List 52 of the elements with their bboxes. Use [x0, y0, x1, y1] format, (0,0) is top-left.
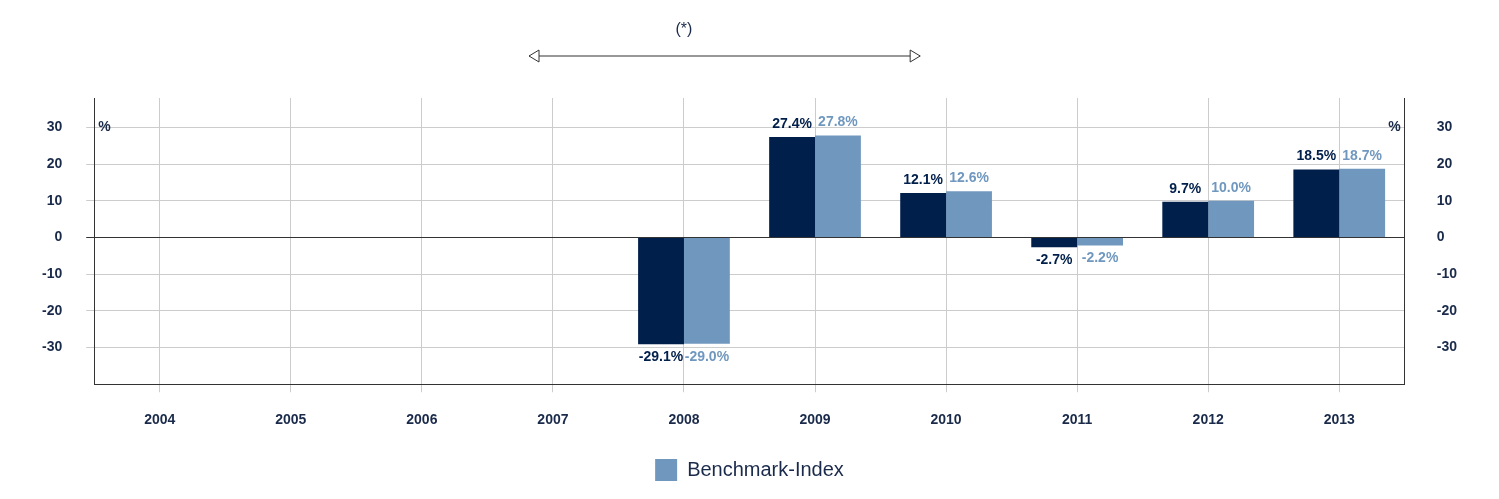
y2-tick-label: 10	[1436, 191, 1453, 208]
bar	[900, 193, 947, 237]
x-tick-label: 2011	[1061, 411, 1093, 428]
data-label: 10.0%	[1211, 178, 1252, 195]
y-tick-label: 30	[46, 118, 63, 135]
data-label: -29.1%	[638, 348, 684, 365]
bar	[1162, 201, 1209, 237]
bar	[683, 237, 730, 344]
x-tick-label: 2006	[406, 411, 438, 428]
bar	[1031, 237, 1078, 248]
bar	[1208, 200, 1255, 237]
x-tick-label: 2007	[537, 411, 569, 428]
y-tick-label: 20	[46, 154, 63, 171]
x-tick-label: 2010	[930, 411, 962, 428]
bar	[815, 135, 861, 237]
x-tick-label: 2013	[1323, 411, 1356, 428]
data-label: 27.4%	[772, 114, 813, 131]
y2-tick-label: 30	[1436, 118, 1453, 135]
data-label: 9.7%	[1169, 179, 1202, 196]
bar	[946, 191, 992, 237]
x-tick-label: 2004	[144, 411, 176, 428]
data-label: -2.2%	[1081, 249, 1119, 266]
y2-tick-label: -20	[1436, 301, 1458, 318]
legend-label: Benchmark-Index	[687, 457, 844, 480]
y2-axis-title: %	[1388, 118, 1402, 135]
y-axis-title: %	[98, 118, 112, 135]
bar	[1293, 169, 1340, 237]
y2-tick-label: -30	[1436, 338, 1458, 355]
y-tick-label: 10	[46, 191, 63, 208]
y-tick-label: -30	[42, 338, 63, 355]
y2-tick-label: -10	[1436, 264, 1458, 281]
text: (*)	[675, 20, 693, 38]
data-label: 18.5%	[1296, 147, 1337, 164]
data-label: 18.7%	[1342, 146, 1383, 163]
x-tick-label: 2009	[799, 411, 831, 428]
x-tick-label: 2012	[1192, 411, 1224, 428]
x-tick-label: 2008	[668, 411, 700, 428]
bar	[1077, 237, 1123, 246]
y2-tick-label: 20	[1436, 154, 1453, 171]
y2-tick-label: 0	[1436, 228, 1445, 245]
bar	[769, 136, 816, 237]
data-label: -29.0%	[684, 347, 730, 364]
y-tick-label: 0	[54, 228, 63, 245]
bar	[638, 237, 684, 345]
data-label: 12.6%	[949, 169, 990, 186]
x-tick-label: 2005	[275, 411, 307, 428]
data-label: 12.1%	[903, 170, 944, 187]
data-label: 27.8%	[818, 113, 859, 130]
y-tick-label: -10	[42, 264, 63, 281]
y-tick-label: -20	[42, 301, 63, 318]
bar	[1339, 168, 1386, 237]
data-label: -2.7%	[1035, 251, 1074, 268]
